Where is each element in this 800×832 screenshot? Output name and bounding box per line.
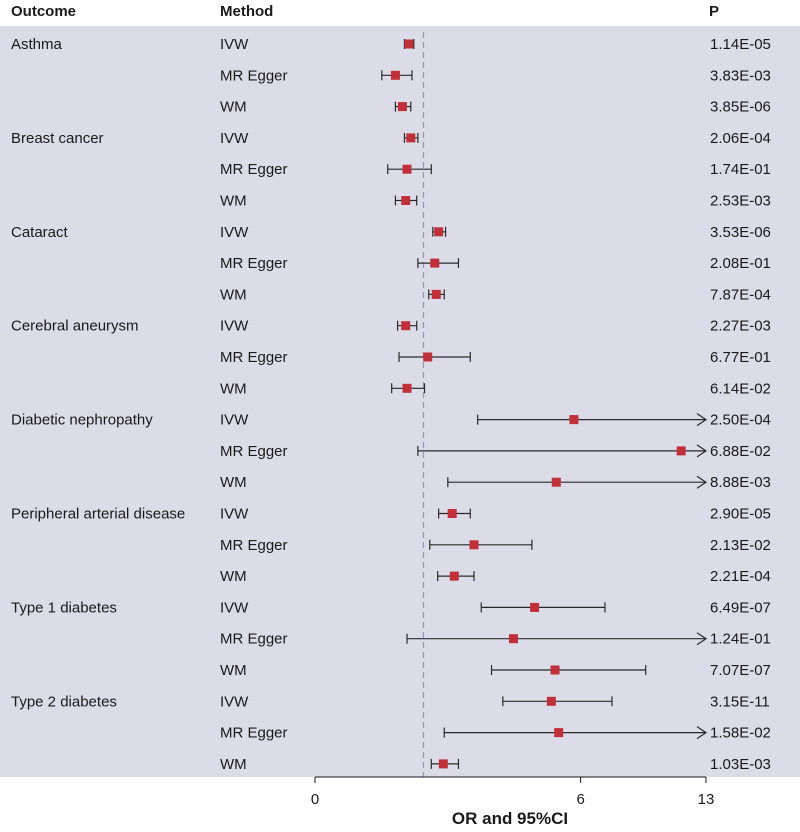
p-value: 2.08E-01	[710, 255, 771, 272]
p-value: 7.87E-04	[710, 286, 771, 303]
or-point	[438, 759, 448, 769]
p-value: 1.03E-03	[710, 756, 771, 773]
p-value: 6.88E-02	[710, 443, 771, 460]
method-label: IVW	[220, 36, 249, 53]
or-point	[569, 415, 579, 425]
method-label: WM	[220, 99, 247, 116]
outcome-label: Type 2 diabetes	[11, 693, 117, 710]
or-point	[401, 321, 411, 331]
ci-arrow	[696, 726, 708, 740]
outcome-label: Breast cancer	[11, 130, 104, 147]
method-label: IVW	[220, 130, 249, 147]
or-point	[406, 133, 416, 143]
method-label: MR Egger	[220, 349, 288, 366]
method-label: IVW	[220, 693, 249, 710]
or-point	[551, 477, 561, 487]
outcome-label: Type 1 diabetes	[11, 599, 117, 616]
x-tick-label: 0	[311, 791, 319, 808]
p-value: 2.06E-04	[710, 130, 771, 147]
or-point	[431, 289, 441, 299]
or-point	[402, 164, 412, 174]
or-point	[530, 602, 540, 612]
ci-arrow	[696, 632, 708, 646]
p-value: 1.58E-02	[710, 725, 771, 742]
p-value: 7.07E-07	[710, 662, 771, 679]
p-value: 3.15E-11	[710, 693, 770, 710]
or-point	[447, 509, 457, 518]
ticks-group: 0 6 13	[311, 777, 715, 808]
method-label: IVW	[220, 412, 249, 429]
p-value: 2.50E-04	[710, 412, 771, 429]
p-value: 2.53E-03	[710, 193, 771, 210]
method-label: MR Egger	[220, 725, 288, 742]
method-label: IVW	[220, 599, 249, 616]
method-label: WM	[220, 286, 247, 303]
or-point	[449, 571, 459, 581]
or-point	[402, 383, 412, 393]
ci-arrow	[696, 444, 708, 458]
method-label: MR Egger	[220, 255, 288, 272]
or-point	[546, 696, 556, 706]
p-value: 2.27E-03	[710, 318, 771, 335]
p-value: 6.49E-07	[710, 599, 771, 616]
or-point	[430, 258, 440, 268]
x-axis-label: OR and 95%CI	[452, 809, 568, 828]
method-label: MR Egger	[220, 161, 288, 178]
header-outcome: Outcome	[11, 3, 76, 20]
method-label: MR Egger	[220, 67, 288, 84]
outcome-label: Diabetic nephropathy	[11, 412, 153, 429]
or-point	[404, 39, 414, 49]
method-label: MR Egger	[220, 537, 288, 554]
method-label: WM	[220, 568, 247, 585]
rows-group: Asthma IVW 1.14E-05 MR Egger 3.83E-03 WM 3.85E…	[11, 36, 771, 773]
outcome-label: Cataract	[11, 224, 69, 241]
p-value: 6.14E-02	[710, 380, 771, 397]
or-point	[390, 70, 400, 80]
outcome-label: Peripheral arterial disease	[11, 506, 185, 523]
method-label: IVW	[220, 318, 249, 335]
p-value: 8.88E-03	[710, 474, 771, 491]
header-method: Method	[220, 3, 273, 20]
or-point	[434, 227, 444, 237]
method-label: WM	[220, 662, 247, 679]
method-label: MR Egger	[220, 443, 288, 460]
p-value: 3.83E-03	[710, 67, 771, 84]
p-value: 2.13E-02	[710, 537, 771, 554]
or-point	[423, 352, 433, 362]
p-value: 3.53E-06	[710, 224, 771, 241]
x-tick-label: 6	[576, 791, 584, 808]
p-value: 3.85E-06	[710, 99, 771, 116]
method-label: IVW	[220, 224, 249, 241]
method-label: WM	[220, 380, 247, 397]
p-value: 2.90E-05	[710, 506, 771, 523]
or-point	[397, 102, 407, 112]
or-point	[401, 196, 411, 205]
p-value: 6.77E-01	[710, 349, 771, 366]
plot-panel	[0, 26, 800, 777]
method-label: IVW	[220, 506, 249, 523]
p-value: 2.21E-04	[710, 568, 771, 585]
p-value: 1.24E-01	[710, 631, 771, 648]
header-p: P	[709, 3, 719, 20]
p-value: 1.14E-05	[710, 36, 771, 53]
method-label: MR Egger	[220, 631, 288, 648]
method-label: WM	[220, 474, 247, 491]
or-point	[554, 728, 564, 738]
ci-arrow	[696, 413, 708, 427]
x-tick-label: 13	[698, 791, 715, 808]
ci-arrow	[696, 475, 708, 489]
or-point	[508, 634, 518, 644]
outcome-label: Cerebral aneurysm	[11, 318, 139, 335]
method-label: WM	[220, 756, 247, 773]
or-point	[550, 665, 560, 675]
outcome-label: Asthma	[11, 36, 63, 53]
method-label: WM	[220, 193, 247, 210]
or-point	[469, 540, 479, 550]
or-point	[676, 446, 686, 456]
p-value: 1.74E-01	[710, 161, 771, 178]
